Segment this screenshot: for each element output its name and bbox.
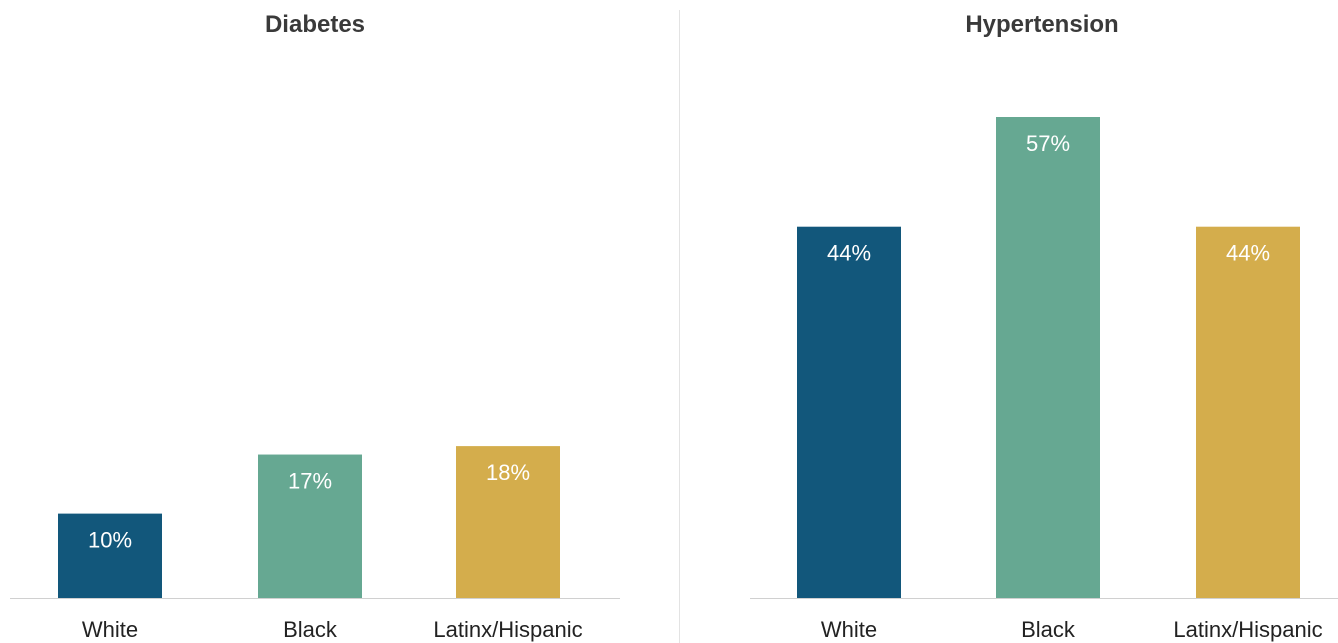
value-label-1-latinx-hispanic: 18% (486, 460, 530, 485)
bar-1-black (258, 454, 362, 598)
value-label-1-black: 17% (288, 469, 332, 494)
bar-2-white (797, 226, 901, 598)
bar-2-latinx-hispanic (1196, 226, 1300, 598)
chart-title-2: Hypertension (965, 11, 1118, 38)
category-label-2-white: White (821, 617, 877, 642)
bar-1-latinx-hispanic (456, 446, 560, 598)
panel-divider (679, 10, 680, 643)
value-label-2-latinx-hispanic: 44% (1226, 241, 1270, 266)
category-label-1-latinx-hispanic: Latinx/Hispanic (433, 617, 582, 642)
bar-2-black (996, 117, 1100, 598)
value-label-1-white: 10% (88, 528, 132, 553)
value-label-2-black: 57% (1026, 131, 1070, 156)
bar-1-white (58, 513, 162, 598)
chart-title-1: Diabetes (265, 11, 365, 38)
category-label-2-latinx-hispanic: Latinx/Hispanic (1173, 617, 1322, 642)
category-label-1-white: White (82, 617, 138, 642)
category-label-2-black: Black (1021, 617, 1076, 642)
value-label-2-white: 44% (827, 241, 871, 266)
category-label-1-black: Black (283, 617, 338, 642)
